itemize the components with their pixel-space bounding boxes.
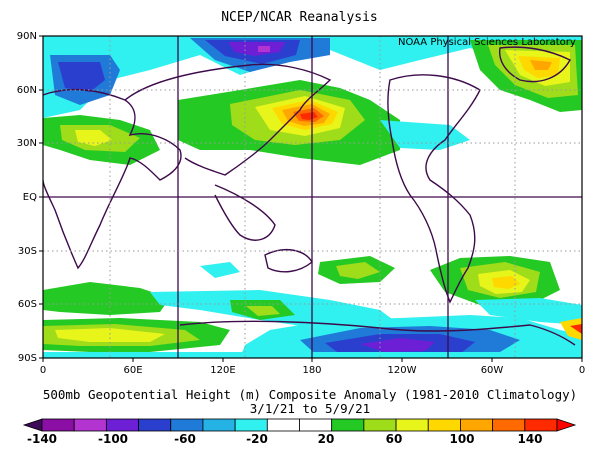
colorbar-cell [492,418,526,432]
colorbar-cell [105,418,139,432]
colorbar-label-m140: -140 [27,432,57,446]
lon-label-120e: 120E [210,365,235,376]
colorbar-cell [73,418,107,432]
colorbar-label-60: 60 [386,432,403,446]
lon-label-0-left: 0 [40,365,46,376]
lon-label-120w: 120W [388,365,417,376]
colorbar-label-140: 140 [517,432,542,446]
chart-title: NCEP/NCAR Reanalysis [221,10,378,25]
colorbar-cell [331,418,365,432]
colorbar-label-m60: -60 [174,432,196,446]
colorbar-arrow-low [22,418,43,432]
lat-label-30s: 30S [18,246,37,257]
lon-label-0-right: 0 [579,365,585,376]
colorbar-cell [41,418,75,432]
coastlines [43,46,576,346]
colorbar-label-100: 100 [449,432,474,446]
credit-label: NOAA Physical Sciences Laboratory [398,37,576,48]
lon-label-60w: 60W [481,365,504,376]
colorbar-cell [460,418,494,432]
lat-label-60n: 60N [17,85,37,96]
lat-label-60s: 60S [18,299,37,310]
colorbar-cell [234,418,268,432]
colorbar-cells [22,418,577,432]
lat-label-eq: EQ [23,192,37,203]
colorbar-cell [299,418,333,432]
colorbar-cell [524,418,558,432]
lat-label-30n: 30N [17,138,37,149]
colorbar-cell [427,418,461,432]
colorbar-cell [202,418,236,432]
colorbar-label-20: 20 [318,432,335,446]
colorbar-cell [170,418,204,432]
colorbar-cell [395,418,429,432]
date-range: 3/1/21 to 5/9/21 [249,401,371,416]
colorbar-cell [363,418,397,432]
colorbar-label-m100: -100 [98,432,128,446]
lat-label-90n: 90N [17,31,37,42]
colorbar-arrow-high [556,418,577,432]
lon-label-60e: 60E [123,365,142,376]
colorbar-label-m20: -20 [246,432,268,446]
colorbar-cell [138,418,172,432]
colorbar-cell [266,418,300,432]
chart-subtitle: 500mb Geopotential Height (m) Composite … [42,387,578,402]
axis-ticks [39,35,583,362]
lon-label-180: 180 [302,365,321,376]
lat-label-90s: 90S [18,353,37,364]
